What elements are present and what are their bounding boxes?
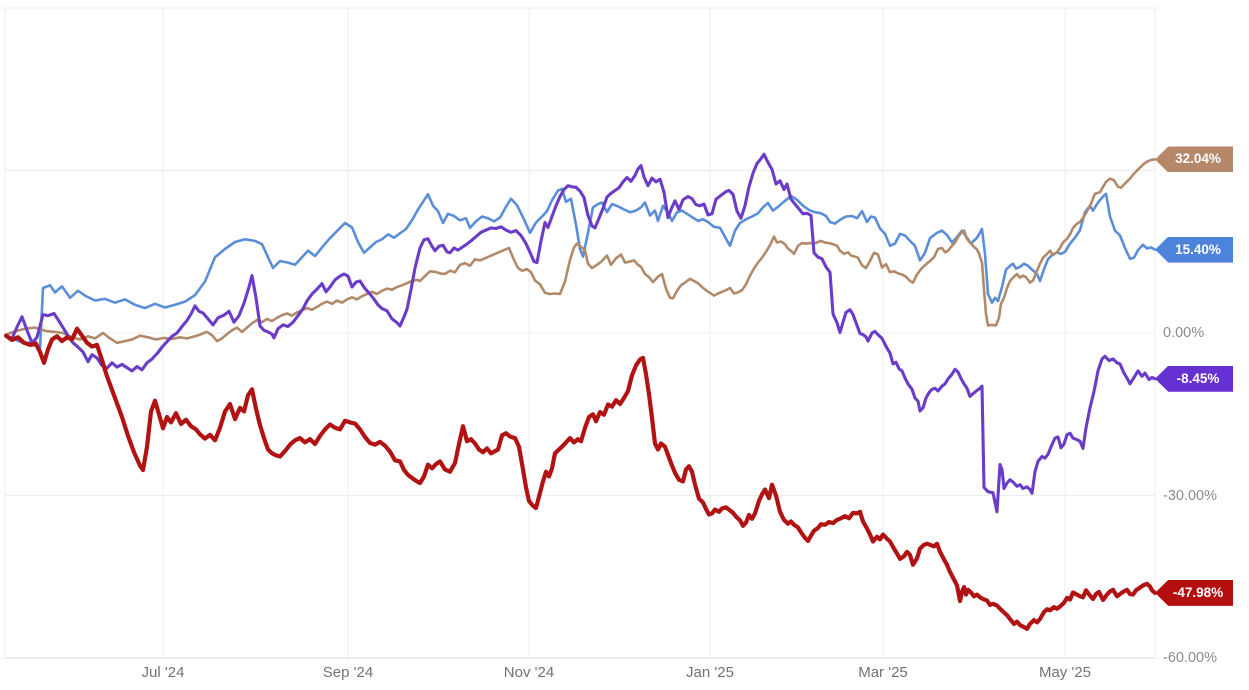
series-tan-end-badge: 32.04% (1155, 146, 1233, 173)
series-purple-line[interactable] (4, 152, 1157, 514)
x-tick-label-1: Sep '24 (322, 664, 374, 681)
y-tick-label-2: -60.00% (1163, 650, 1218, 666)
x-tick-label-5: May '25 (1038, 664, 1092, 681)
series-blue-line[interactable] (4, 187, 1157, 351)
x-tick-label-2: Nov '24 (503, 664, 555, 681)
series-tan-line[interactable] (4, 158, 1157, 345)
series-blue-end-badge: 15.40% (1155, 236, 1233, 263)
series-red-end-badge: -47.98% (1155, 579, 1233, 606)
series-red-line[interactable] (3, 326, 1158, 631)
x-tick-label-4: Mar '25 (858, 664, 908, 681)
y-tick-label-0: 0.00% (1163, 325, 1205, 341)
x-tick-label-0: Jul '24 (141, 664, 185, 681)
series-purple-end-badge: -8.45% (1155, 365, 1233, 392)
y-tick-label-1: -30.00% (1163, 487, 1218, 504)
x-tick-label-3: Jan '25 (686, 664, 734, 681)
